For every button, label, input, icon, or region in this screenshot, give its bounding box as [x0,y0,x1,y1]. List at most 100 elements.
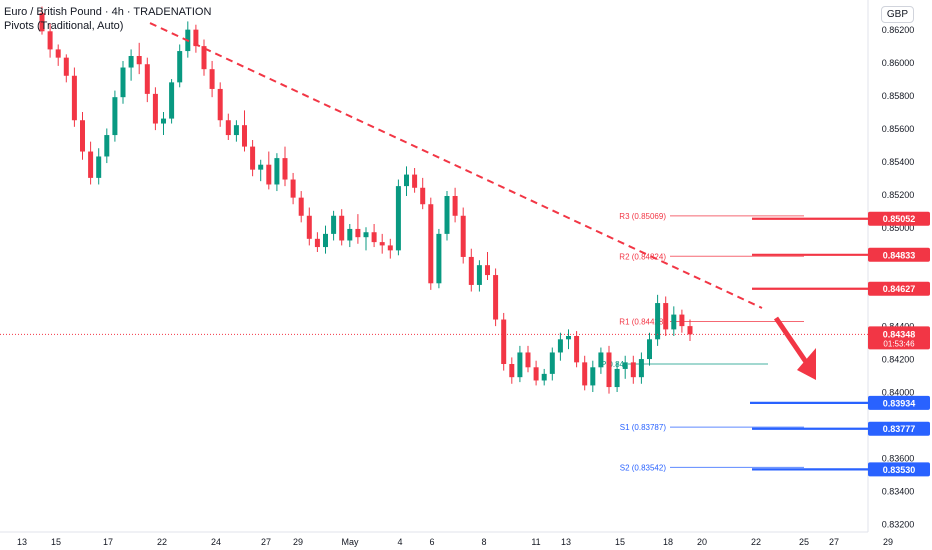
candle-body [638,359,644,378]
candle-body [347,228,353,241]
candle-body [395,186,401,251]
y-tick-label: 0.85000 [882,223,915,233]
candle-body [549,352,555,374]
y-tick-label: 0.83600 [882,453,915,463]
candle-body [274,158,280,185]
candle-body [444,196,450,234]
level-price-tag [868,421,930,436]
candle-body [412,174,418,188]
bar-countdown-label: 01:53:46 [883,339,915,348]
y-tick-label: 0.85200 [882,190,915,200]
x-tick-label: 27 [261,537,271,547]
candle-body [39,13,45,32]
candle-body [517,352,523,378]
indicator-label[interactable]: Pivots (Traditional, Auto) [4,20,124,32]
candle-body [80,120,85,152]
x-tick-label: 8 [481,537,486,547]
y-tick-label: 0.83400 [882,486,915,496]
candle-body [541,373,547,381]
level-price-label: 0.83777 [883,424,916,434]
x-tick-label: 24 [211,537,221,547]
x-tick-label: 25 [799,537,809,547]
x-tick-label: 11 [531,537,540,547]
candle-body [250,146,256,170]
y-tick-label: 0.84200 [882,355,915,365]
candle-body [355,228,361,238]
x-tick-label: 13 [17,537,27,547]
candle-body [169,82,175,119]
candle-body [671,314,677,330]
bearish-arrow-head [797,348,816,380]
candle-body [460,215,466,257]
candle-body [201,46,207,70]
current-price-label: 0.84348 [883,329,916,339]
pivot-label-s2: S2 (0.83542) [620,463,667,472]
level-price-tag [868,281,930,296]
candle-body [436,233,442,284]
candle-body [63,57,69,76]
candle-body [339,215,345,241]
candle-body [120,67,126,98]
candle-body [557,339,563,353]
level-price-label: 0.83530 [883,465,916,475]
y-tick-label: 0.84000 [882,388,915,398]
x-tick-label: 4 [397,537,402,547]
x-tick-label: 17 [103,537,113,547]
y-tick-label: 0.86200 [882,25,915,35]
y-tick-label: 0.85600 [882,124,915,134]
candle-body [655,303,661,340]
candle-body [193,29,199,47]
candle-body [71,75,77,121]
candle-body [266,164,272,185]
x-tick-label: 22 [157,537,167,547]
level-price-label: 0.84627 [883,284,916,294]
level-price-tag [868,395,930,410]
pivot-label-s1: S1 (0.83787) [620,423,667,432]
candle-body [387,245,393,251]
x-tick-label: 29 [883,537,893,547]
bearish-arrow-shaft [773,316,809,364]
candle-body [509,364,515,378]
candle-body [290,179,296,198]
candle-body [679,314,685,327]
bearish-trendline [149,22,763,309]
candle-body [404,174,409,187]
candle-body [209,69,215,89]
candle-body [468,256,474,285]
candle-body [128,56,134,68]
current-price-tag [868,326,930,350]
candle-body [420,187,426,205]
candle-body [47,31,53,50]
candle-body [104,135,110,157]
y-tick-label: 0.85800 [882,91,915,101]
candle-body [233,125,239,136]
candle-body [574,336,580,363]
candle-body [88,151,94,178]
level-price-label: 0.84833 [883,250,916,260]
level-price-label: 0.85052 [883,214,916,224]
candle-body [323,233,328,248]
candle-body [485,265,490,276]
candle-body [144,64,150,94]
candle-body [614,368,620,388]
x-tick-label: 22 [751,537,761,547]
level-price-label: 0.83934 [883,398,916,408]
level-price-tag [868,211,930,226]
pivot-label-p: P 0.84 [601,360,625,369]
currency-badge[interactable]: GBP [880,6,914,23]
candle-body [598,352,604,368]
candle-body [582,362,588,386]
y-tick-label: 0.86000 [882,58,915,68]
level-price-tag [868,462,930,477]
y-tick-label: 0.83200 [882,519,915,529]
x-tick-label: 29 [293,537,303,547]
x-tick-label: 6 [429,537,434,547]
candle-body [314,238,320,248]
candle-body [566,336,571,340]
candle-body [258,164,264,170]
x-tick-label: May [341,537,359,547]
candle-body [622,362,628,369]
chart-title: Euro / British Pound · 4h · TRADENATION [4,6,212,18]
candle-body [225,120,231,136]
